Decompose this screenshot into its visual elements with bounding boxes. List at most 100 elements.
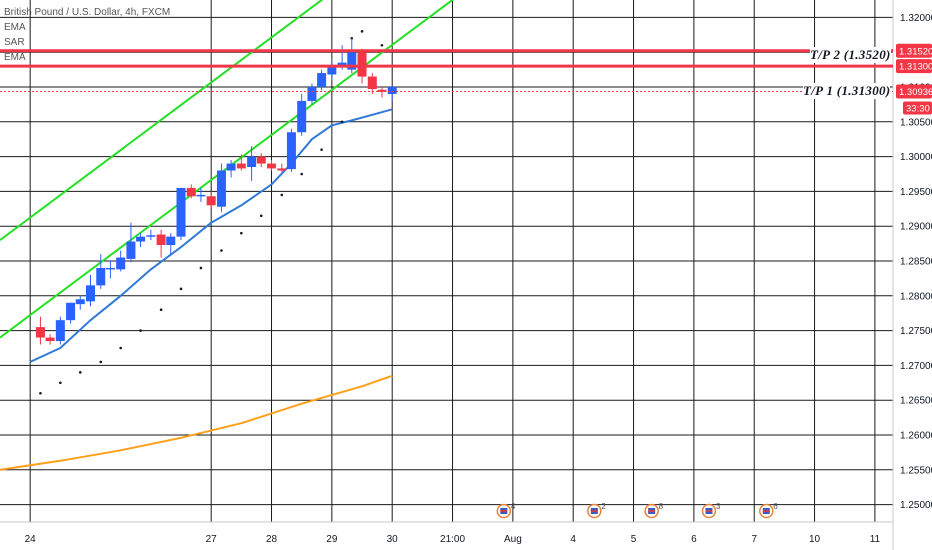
bullish-candle[interactable] xyxy=(146,229,156,241)
economic-events[interactable]: 4 2 8 3 6 xyxy=(496,502,779,519)
candlesticks[interactable] xyxy=(35,38,397,345)
y-tick-label: 1.26000 xyxy=(900,431,932,442)
bearish-candle[interactable] xyxy=(277,163,287,172)
event-count: 8 xyxy=(659,502,664,511)
candle-body xyxy=(146,235,156,237)
bullish-candle[interactable] xyxy=(226,160,236,178)
bullish-candle[interactable] xyxy=(286,128,296,172)
bullish-candle[interactable] xyxy=(317,69,327,91)
bullish-candle[interactable] xyxy=(75,295,85,310)
candle-body xyxy=(55,320,65,342)
ema-slow-line xyxy=(0,374,393,471)
x-tick-label: Aug xyxy=(504,534,522,545)
bullish-candle[interactable] xyxy=(297,93,307,136)
candle-body xyxy=(327,66,337,75)
bullish-candle[interactable] xyxy=(96,254,106,289)
bullish-candle[interactable] xyxy=(247,146,257,181)
bullish-candle[interactable] xyxy=(136,233,146,248)
candle-body xyxy=(35,327,45,338)
y-tick-label: 1.26500 xyxy=(900,396,932,407)
economic-event-flag-icon[interactable]: 8 xyxy=(644,502,664,519)
tp1-price-tag-bg xyxy=(896,59,932,74)
bearish-candle[interactable] xyxy=(156,229,166,258)
candle-body xyxy=(126,241,136,259)
indicator-ema-slow-label[interactable]: EMA xyxy=(4,52,26,63)
tp1-price-tag: 1.31300 xyxy=(899,62,932,73)
bearish-candle[interactable] xyxy=(267,160,277,171)
countdown-bg xyxy=(903,101,932,115)
bearish-candle[interactable] xyxy=(377,87,387,98)
tp1-annotation[interactable]: T/P 1 (1.31300) xyxy=(803,83,891,99)
last-price-tag-bg xyxy=(896,84,932,99)
bearish-candle[interactable] xyxy=(256,153,266,168)
bullish-candle[interactable] xyxy=(166,233,176,255)
bullish-candle[interactable] xyxy=(55,316,65,345)
economic-event-flag-icon[interactable]: 3 xyxy=(701,502,721,519)
y-tick-label: 1.25000 xyxy=(900,500,932,511)
candle-body xyxy=(307,87,317,101)
symbol-title[interactable]: British Pound / U.S. Dollar, 4h, FXCM xyxy=(4,7,171,18)
sar-dot xyxy=(220,249,223,252)
bearish-candle[interactable] xyxy=(236,154,246,171)
bullish-candle[interactable] xyxy=(126,222,136,263)
sar-dot xyxy=(340,120,344,124)
bearish-candle[interactable] xyxy=(45,334,55,345)
take-profit-lines[interactable] xyxy=(0,49,893,92)
bullish-candle[interactable] xyxy=(86,274,96,307)
sar-dot xyxy=(240,231,243,235)
sar-dot xyxy=(39,391,42,395)
bullish-candle[interactable] xyxy=(116,250,126,272)
y-tick-label: 1.29500 xyxy=(900,187,932,198)
candle-body xyxy=(377,89,387,92)
candle-body xyxy=(166,236,176,245)
bullish-candle[interactable] xyxy=(387,85,397,101)
bearish-candle[interactable] xyxy=(367,73,377,94)
economic-event-flag-icon[interactable]: 6 xyxy=(759,502,779,519)
economic-event-flag-icon[interactable]: 4 xyxy=(496,502,516,519)
sar-dot xyxy=(59,381,62,385)
economic-event-flag-icon[interactable]: 2 xyxy=(587,502,607,519)
candle-body xyxy=(317,73,327,87)
candle-body xyxy=(357,52,367,77)
candle-body xyxy=(45,337,55,342)
bearish-candle[interactable] xyxy=(35,316,45,345)
candle-body xyxy=(66,302,76,321)
bullish-candle[interactable] xyxy=(307,83,317,105)
last-price-tag: 1.30936 xyxy=(899,87,932,98)
channel-upper-line xyxy=(0,0,324,241)
x-tick-label: 4 xyxy=(570,534,576,545)
x-tick-label: 24 xyxy=(25,534,37,545)
y-tick-label: 1.30000 xyxy=(900,152,932,163)
candle-body xyxy=(297,100,307,133)
y-axis[interactable]: 1.25000 1.25500 1.26000 1.26500 1.27000 1.275… xyxy=(892,0,932,550)
x-tick-label: 11 xyxy=(870,534,881,545)
candle-body xyxy=(387,87,397,94)
channel-lower-line xyxy=(0,0,455,339)
tp2-annotation[interactable]: T/P 2 (1.3520) xyxy=(810,47,891,63)
bearish-candle[interactable] xyxy=(206,191,216,209)
candle-body xyxy=(75,299,85,305)
indicator-ema-fast-label[interactable]: EMA xyxy=(4,22,26,33)
y-tick-label: 1.29000 xyxy=(900,222,932,233)
bearish-candle[interactable] xyxy=(186,184,196,199)
sar-dot xyxy=(300,172,303,176)
candle-body xyxy=(176,187,186,237)
sar-dot xyxy=(199,266,203,270)
bullish-candle[interactable] xyxy=(196,187,206,202)
bullish-candle[interactable] xyxy=(66,302,76,324)
bullish-candle[interactable] xyxy=(327,59,337,81)
candle-body xyxy=(156,234,166,245)
event-count: 6 xyxy=(773,502,778,511)
bullish-candle[interactable] xyxy=(105,261,115,279)
chart-legend: British Pound / U.S. Dollar, 4h, FXCM EM… xyxy=(4,5,170,65)
sar-dot xyxy=(259,214,263,218)
candle-body xyxy=(236,163,246,169)
candle-body xyxy=(267,163,277,169)
candle-body xyxy=(216,170,226,207)
x-axis: 24 27 28 29 30 21:00 Aug 4 5 6 7 10 11 xyxy=(0,521,893,545)
bullish-candle[interactable] xyxy=(216,163,226,213)
indicator-sar-label[interactable]: SAR xyxy=(4,37,25,48)
indicator-lines xyxy=(0,0,455,471)
bullish-candle[interactable] xyxy=(176,187,186,241)
